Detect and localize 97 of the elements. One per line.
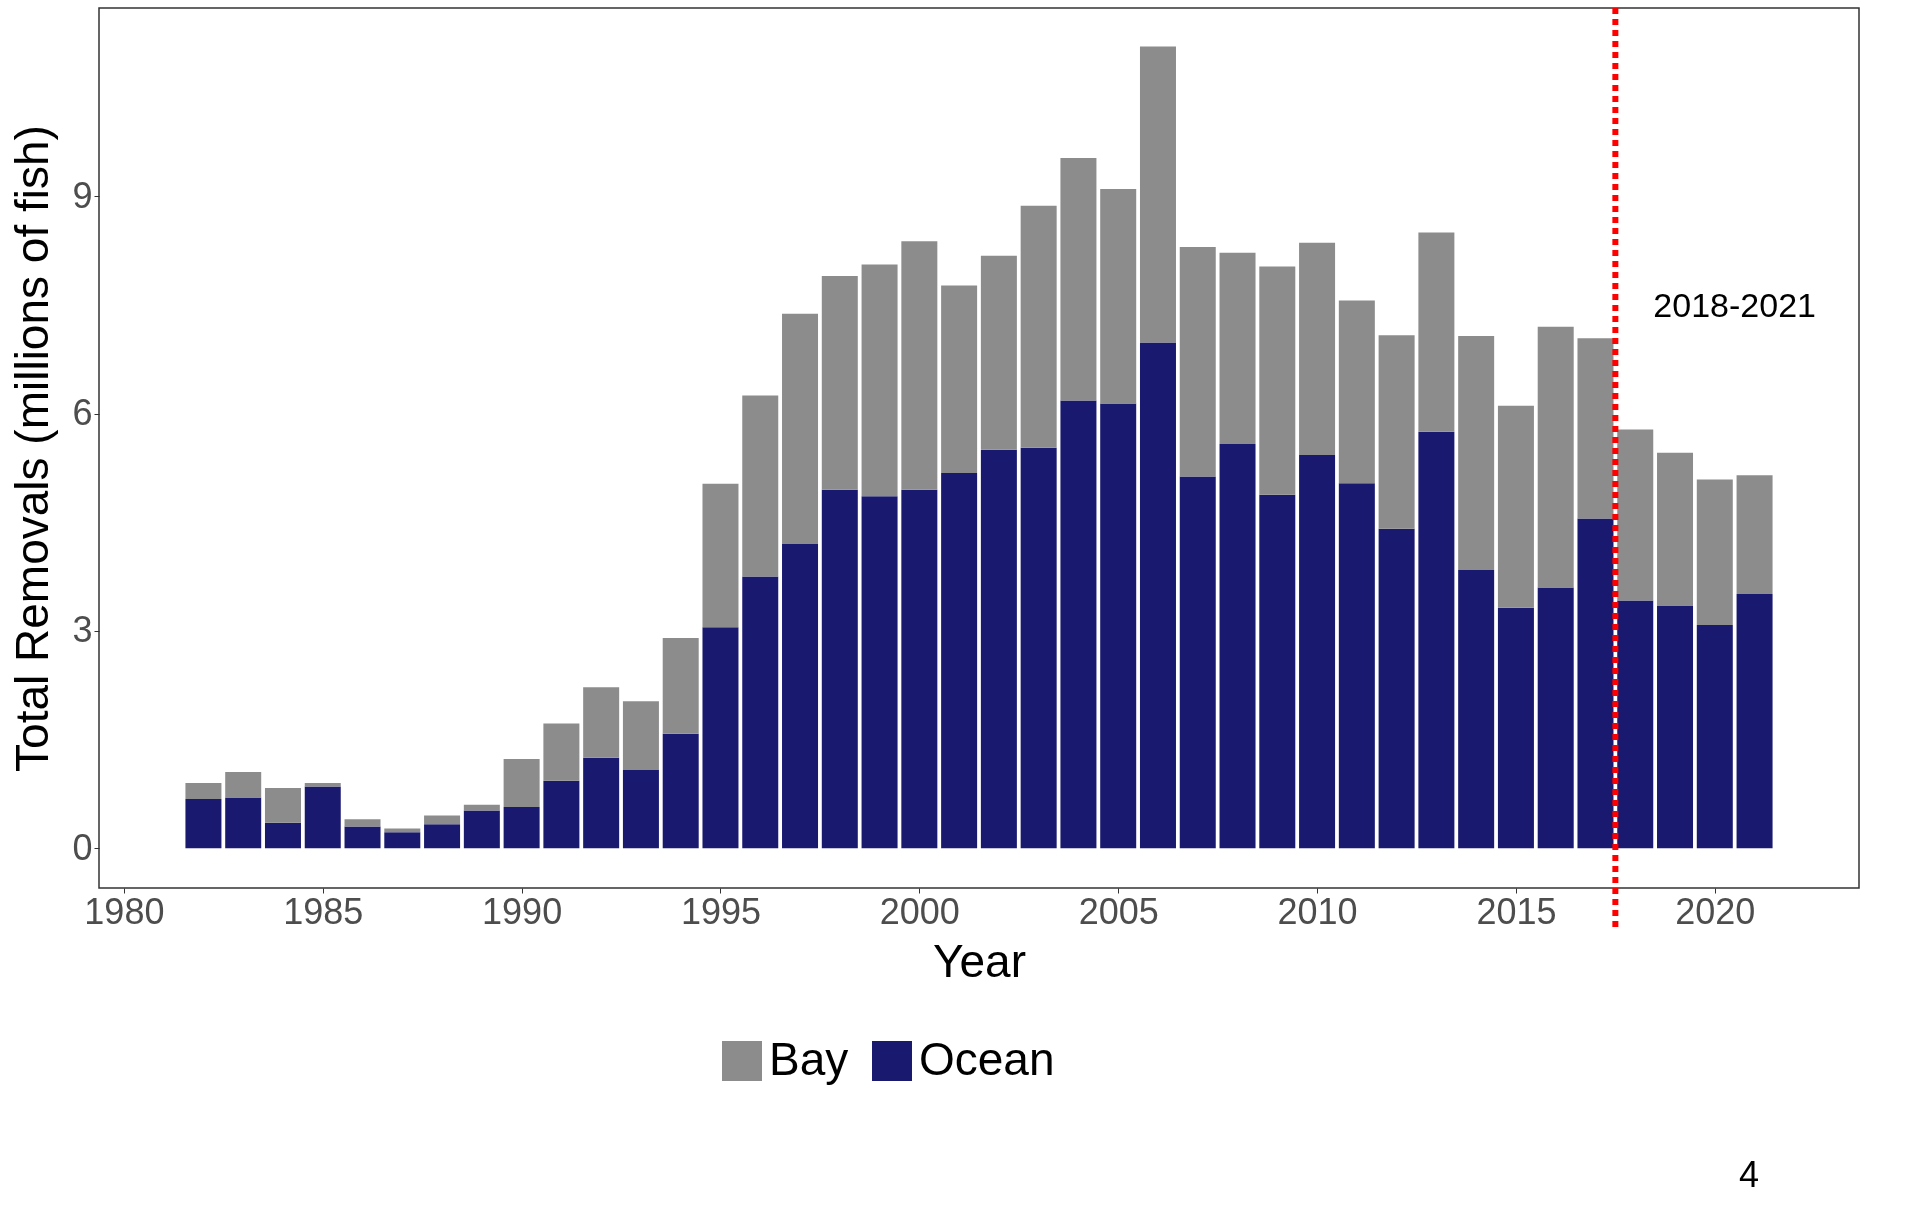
bar (742, 395, 779, 577)
x-tick-label: 1990 (482, 890, 563, 932)
bar (264, 788, 301, 823)
bar (304, 782, 341, 787)
ref-line-label: 2018-2021 (1653, 286, 1816, 325)
text: 4 (1738, 1154, 1759, 1196)
x-tick-label: 2020 (1675, 890, 1756, 932)
bar (1736, 593, 1773, 849)
bar (344, 819, 381, 827)
bar (1139, 342, 1176, 849)
bar (1537, 326, 1574, 588)
legend-label: Ocean (919, 1033, 1055, 1085)
bar (901, 489, 938, 849)
bar (622, 769, 659, 849)
bar (1259, 494, 1296, 849)
bar (1497, 405, 1534, 608)
bar (1020, 447, 1057, 849)
bar (1338, 300, 1375, 484)
bar (861, 496, 898, 849)
bar (225, 772, 262, 798)
bar (1299, 242, 1336, 455)
bar (1458, 336, 1495, 571)
bar (941, 472, 978, 849)
bar (185, 782, 222, 799)
bar (463, 804, 500, 811)
bar (702, 483, 739, 628)
bar (1696, 479, 1733, 626)
bar (1696, 625, 1733, 849)
y-tick-label: 6 (72, 392, 93, 434)
bar (424, 815, 461, 825)
bar (980, 255, 1017, 450)
bar (702, 627, 739, 849)
bar (344, 826, 381, 849)
bar (1299, 454, 1336, 849)
bar (1458, 570, 1495, 849)
bar (662, 733, 699, 849)
bar (1418, 431, 1455, 849)
bar (821, 275, 858, 490)
y-tick-label: 0 (72, 826, 93, 868)
bar (503, 806, 540, 849)
y-tick-label: 9 (72, 174, 93, 216)
x-axis-title: Year (933, 934, 1026, 987)
x-tick-label: 1980 (84, 890, 165, 932)
bar (1060, 157, 1097, 401)
x-tick-label: 2005 (1078, 890, 1159, 932)
y-tick-label: 3 (72, 609, 93, 651)
bar (980, 449, 1017, 849)
bar (1378, 335, 1415, 529)
bar (1657, 605, 1694, 849)
bar (583, 687, 620, 758)
bar (1378, 528, 1415, 849)
bar (1100, 403, 1137, 849)
bar (543, 780, 580, 849)
bar (1736, 475, 1773, 594)
bar (901, 241, 938, 490)
x-tick-label: 2010 (1277, 890, 1358, 932)
bar (1537, 587, 1574, 849)
bar (583, 757, 620, 849)
bar (662, 638, 699, 734)
bar (821, 489, 858, 849)
bar (304, 786, 341, 849)
bar (1617, 600, 1654, 849)
bar (185, 798, 222, 849)
bar (1100, 189, 1137, 404)
x-tick-label: 1995 (680, 890, 762, 932)
bar (463, 810, 500, 849)
bar (1219, 252, 1256, 445)
legend-label: Bay (769, 1033, 849, 1085)
x-tick-label: 2000 (879, 890, 960, 932)
bar (1577, 338, 1614, 519)
bar (1020, 205, 1057, 448)
bar (384, 832, 421, 849)
bar (622, 701, 659, 770)
bar (1497, 607, 1534, 849)
bar (1060, 400, 1097, 849)
bar (1657, 452, 1694, 606)
bar (424, 824, 461, 849)
x-tick-label: 2015 (1476, 890, 1557, 932)
bar (225, 797, 262, 849)
bar (543, 723, 580, 781)
bar (503, 759, 540, 807)
bar (782, 313, 819, 544)
bar (861, 264, 898, 497)
bar (1179, 476, 1216, 849)
bar (1418, 232, 1455, 432)
bar (1338, 483, 1375, 849)
bar (1259, 266, 1296, 495)
bar (1139, 46, 1176, 343)
x-tick-label: 1985 (283, 890, 364, 932)
bar (1179, 247, 1216, 477)
y-axis-title: Total Removals (millions of fish) (6, 125, 59, 772)
bar (941, 285, 978, 473)
bar (1219, 444, 1256, 849)
bar (1617, 429, 1654, 601)
bar (782, 543, 819, 849)
bar (742, 576, 779, 849)
bar (264, 822, 301, 849)
